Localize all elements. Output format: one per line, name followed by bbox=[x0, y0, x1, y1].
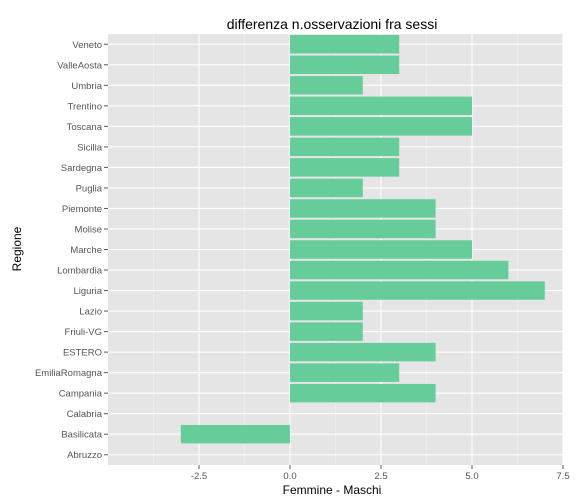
y-tick-label: Piemonte bbox=[62, 204, 102, 215]
y-axis-ticks: Abruzzo Basilicata Calabria Campania EmiliaR… bbox=[35, 40, 108, 461]
y-tick-label: Lazio bbox=[79, 307, 102, 318]
x-tick-label: 2.5 bbox=[374, 471, 387, 482]
y-tick-label: Basilicata bbox=[61, 430, 102, 441]
bar-emiliaromagna bbox=[290, 363, 400, 382]
y-tick-label: Lombardia bbox=[57, 266, 103, 277]
y-tick-label: Veneto bbox=[72, 40, 102, 51]
bar-valleaosta bbox=[290, 55, 400, 75]
bar-umbria bbox=[290, 76, 363, 95]
x-tick-label: -2.5 bbox=[191, 471, 207, 482]
y-tick-label: Sicilia bbox=[77, 142, 103, 153]
bar-basilicata bbox=[180, 424, 290, 444]
y-tick-label: EmiliaRomagna bbox=[35, 368, 103, 379]
y-tick-label: Calabria bbox=[67, 409, 103, 420]
y-tick-label: Liguria bbox=[73, 286, 102, 297]
bar-friuli-vg bbox=[290, 322, 363, 341]
bar-campania bbox=[290, 383, 436, 403]
bar-estero bbox=[290, 342, 436, 362]
x-tick-label: 7.5 bbox=[556, 471, 569, 482]
x-tick-label: 5.0 bbox=[465, 471, 478, 482]
y-tick-label: Puglia bbox=[76, 183, 103, 194]
bar-toscana bbox=[290, 117, 472, 136]
y-tick-label: Umbria bbox=[71, 81, 102, 92]
bar-lombardia bbox=[290, 260, 509, 280]
bar-liguria bbox=[290, 281, 545, 300]
y-tick-label: Abruzzo bbox=[67, 450, 102, 461]
y-axis-title: Regione bbox=[10, 226, 24, 271]
y-tick-label: Campania bbox=[59, 389, 103, 400]
bar-sardegna bbox=[290, 158, 400, 177]
bar-lazio bbox=[290, 301, 363, 321]
y-tick-label: Toscana bbox=[67, 122, 103, 133]
bar-veneto bbox=[290, 35, 400, 54]
bar-piemonte bbox=[290, 199, 436, 218]
y-tick-label: Sardegna bbox=[61, 163, 103, 174]
y-tick-label: Marche bbox=[70, 245, 102, 256]
y-tick-label: Trentino bbox=[68, 101, 103, 112]
bars bbox=[180, 35, 545, 444]
bar-puglia bbox=[290, 178, 363, 198]
y-tick-label: Friuli-VG bbox=[65, 327, 102, 338]
bar-molise bbox=[290, 219, 436, 239]
bar-sicilia bbox=[290, 137, 400, 157]
y-tick-label: ValleAosta bbox=[57, 60, 102, 71]
x-tick-label: 0.0 bbox=[283, 471, 296, 482]
bar-trentino bbox=[290, 96, 472, 116]
chart-title: differenza n.osservazioni fra sessi bbox=[227, 16, 438, 32]
x-axis-title: Femmine - Maschi bbox=[283, 483, 382, 497]
x-axis-ticks: -2.5 0.0 2.5 5.0 7.5 bbox=[191, 465, 570, 482]
y-tick-label: Molise bbox=[75, 224, 102, 235]
y-tick-label: ESTERO bbox=[63, 348, 102, 359]
bar-marche bbox=[290, 240, 472, 259]
